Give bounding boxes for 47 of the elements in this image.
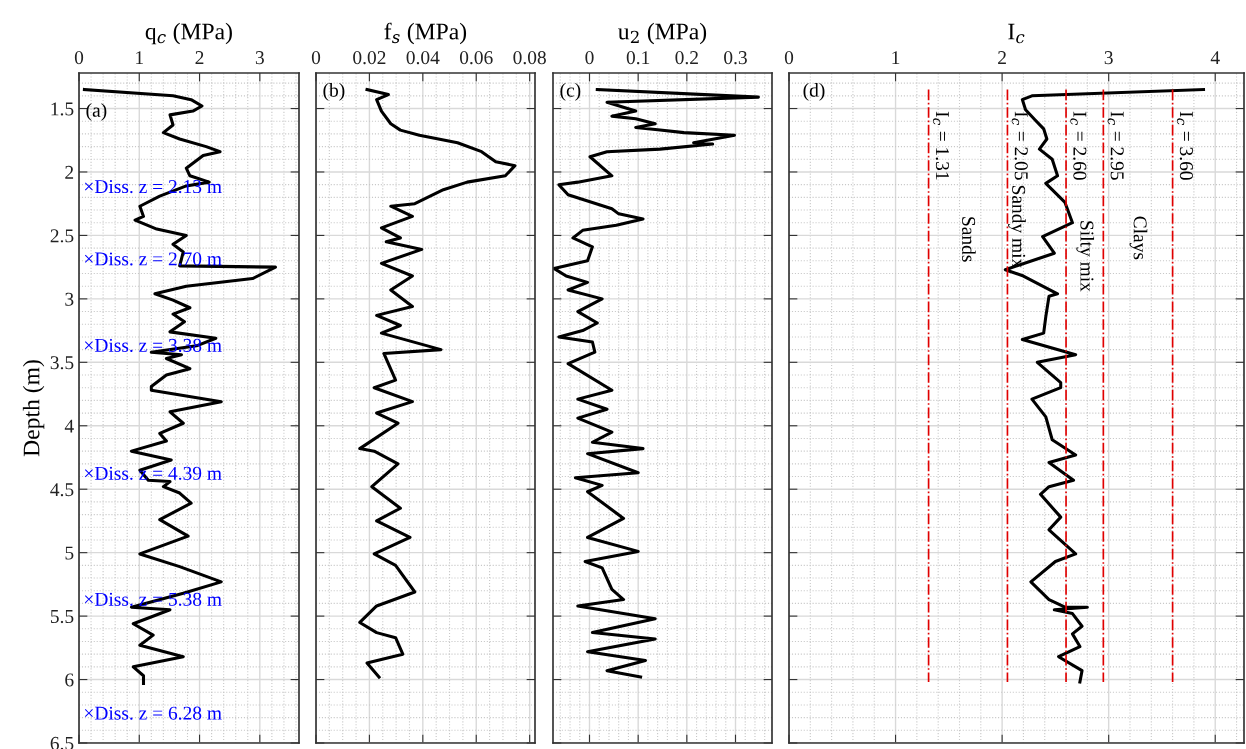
y-tick-label: 3 <box>65 292 74 306</box>
annotation: (c) <box>560 83 581 101</box>
x-axis-title: I$_{c}$ <box>1008 23 1025 44</box>
ref-line-label: I$_{c}$ = 3.60 <box>1176 111 1193 180</box>
x-tick-label: 0 <box>784 51 794 65</box>
x-tick-label: 0 <box>311 51 321 65</box>
x-tick-label: 0.1 <box>626 51 650 65</box>
annotation: Silty mix <box>1076 221 1095 292</box>
y-tick-label: 2 <box>65 165 74 179</box>
annotation: (b) <box>323 83 345 101</box>
annotation: ×Diss. z = 6.28 m <box>84 706 222 720</box>
x-tick-label: 0.2 <box>675 51 698 65</box>
y-tick-label: 5.5 <box>50 610 74 624</box>
ref-line-label: I$_{c}$ = 2.60 <box>1070 111 1087 180</box>
x-tick-label: 3 <box>255 51 264 65</box>
x-tick-label: 0.04 <box>406 51 440 65</box>
annotation: (a) <box>86 103 107 121</box>
x-tick-label: 1 <box>136 51 143 64</box>
y-tick-label: 6 <box>65 673 74 687</box>
x-tick-label: 3 <box>1104 51 1113 65</box>
x-tick-label: 0.3 <box>724 51 747 65</box>
ref-line-label: I$_{c}$ = 1.31 <box>932 111 949 180</box>
annotation: Sands <box>962 217 976 262</box>
x-tick-label: 0.08 <box>513 51 546 65</box>
y-tick-label: 5 <box>65 546 74 560</box>
y-tick-label: 1.5 <box>51 102 74 116</box>
x-axis-title: f$_{s}$ (MPa) <box>384 22 467 45</box>
x-tick-label: 2 <box>195 51 204 64</box>
x-tick-label: 4 <box>1210 51 1220 64</box>
annotation: (d) <box>803 83 825 101</box>
x-tick-label: 0 <box>585 51 594 65</box>
x-tick-label: 1 <box>892 51 900 64</box>
y-tick-label: 3.5 <box>50 356 74 370</box>
ref-line-label: I$_{c}$ = 2.95 <box>1107 111 1124 180</box>
x-tick-label: 0.06 <box>459 51 493 65</box>
annotation: Clays <box>1129 216 1148 260</box>
x-axis-title: u$_{2}$ (MPa) <box>618 22 707 45</box>
y-tick-label: 4 <box>64 419 74 433</box>
annotation: ×Diss. z = 4.39 m <box>84 466 222 480</box>
ref-line-label: I$_{c}$ = 2.05 <box>1011 111 1028 180</box>
y-axis-title: Depth (m) <box>22 360 45 457</box>
x-tick-label: 0.02 <box>353 51 386 65</box>
x-tick-label: 0 <box>74 51 84 65</box>
x-axis-title: q$_{c}$ (MPa) <box>145 22 232 45</box>
y-tick-label: 2.5 <box>50 229 74 243</box>
x-tick-label: 2 <box>998 51 1006 64</box>
y-tick-label: 4.5 <box>50 483 74 497</box>
